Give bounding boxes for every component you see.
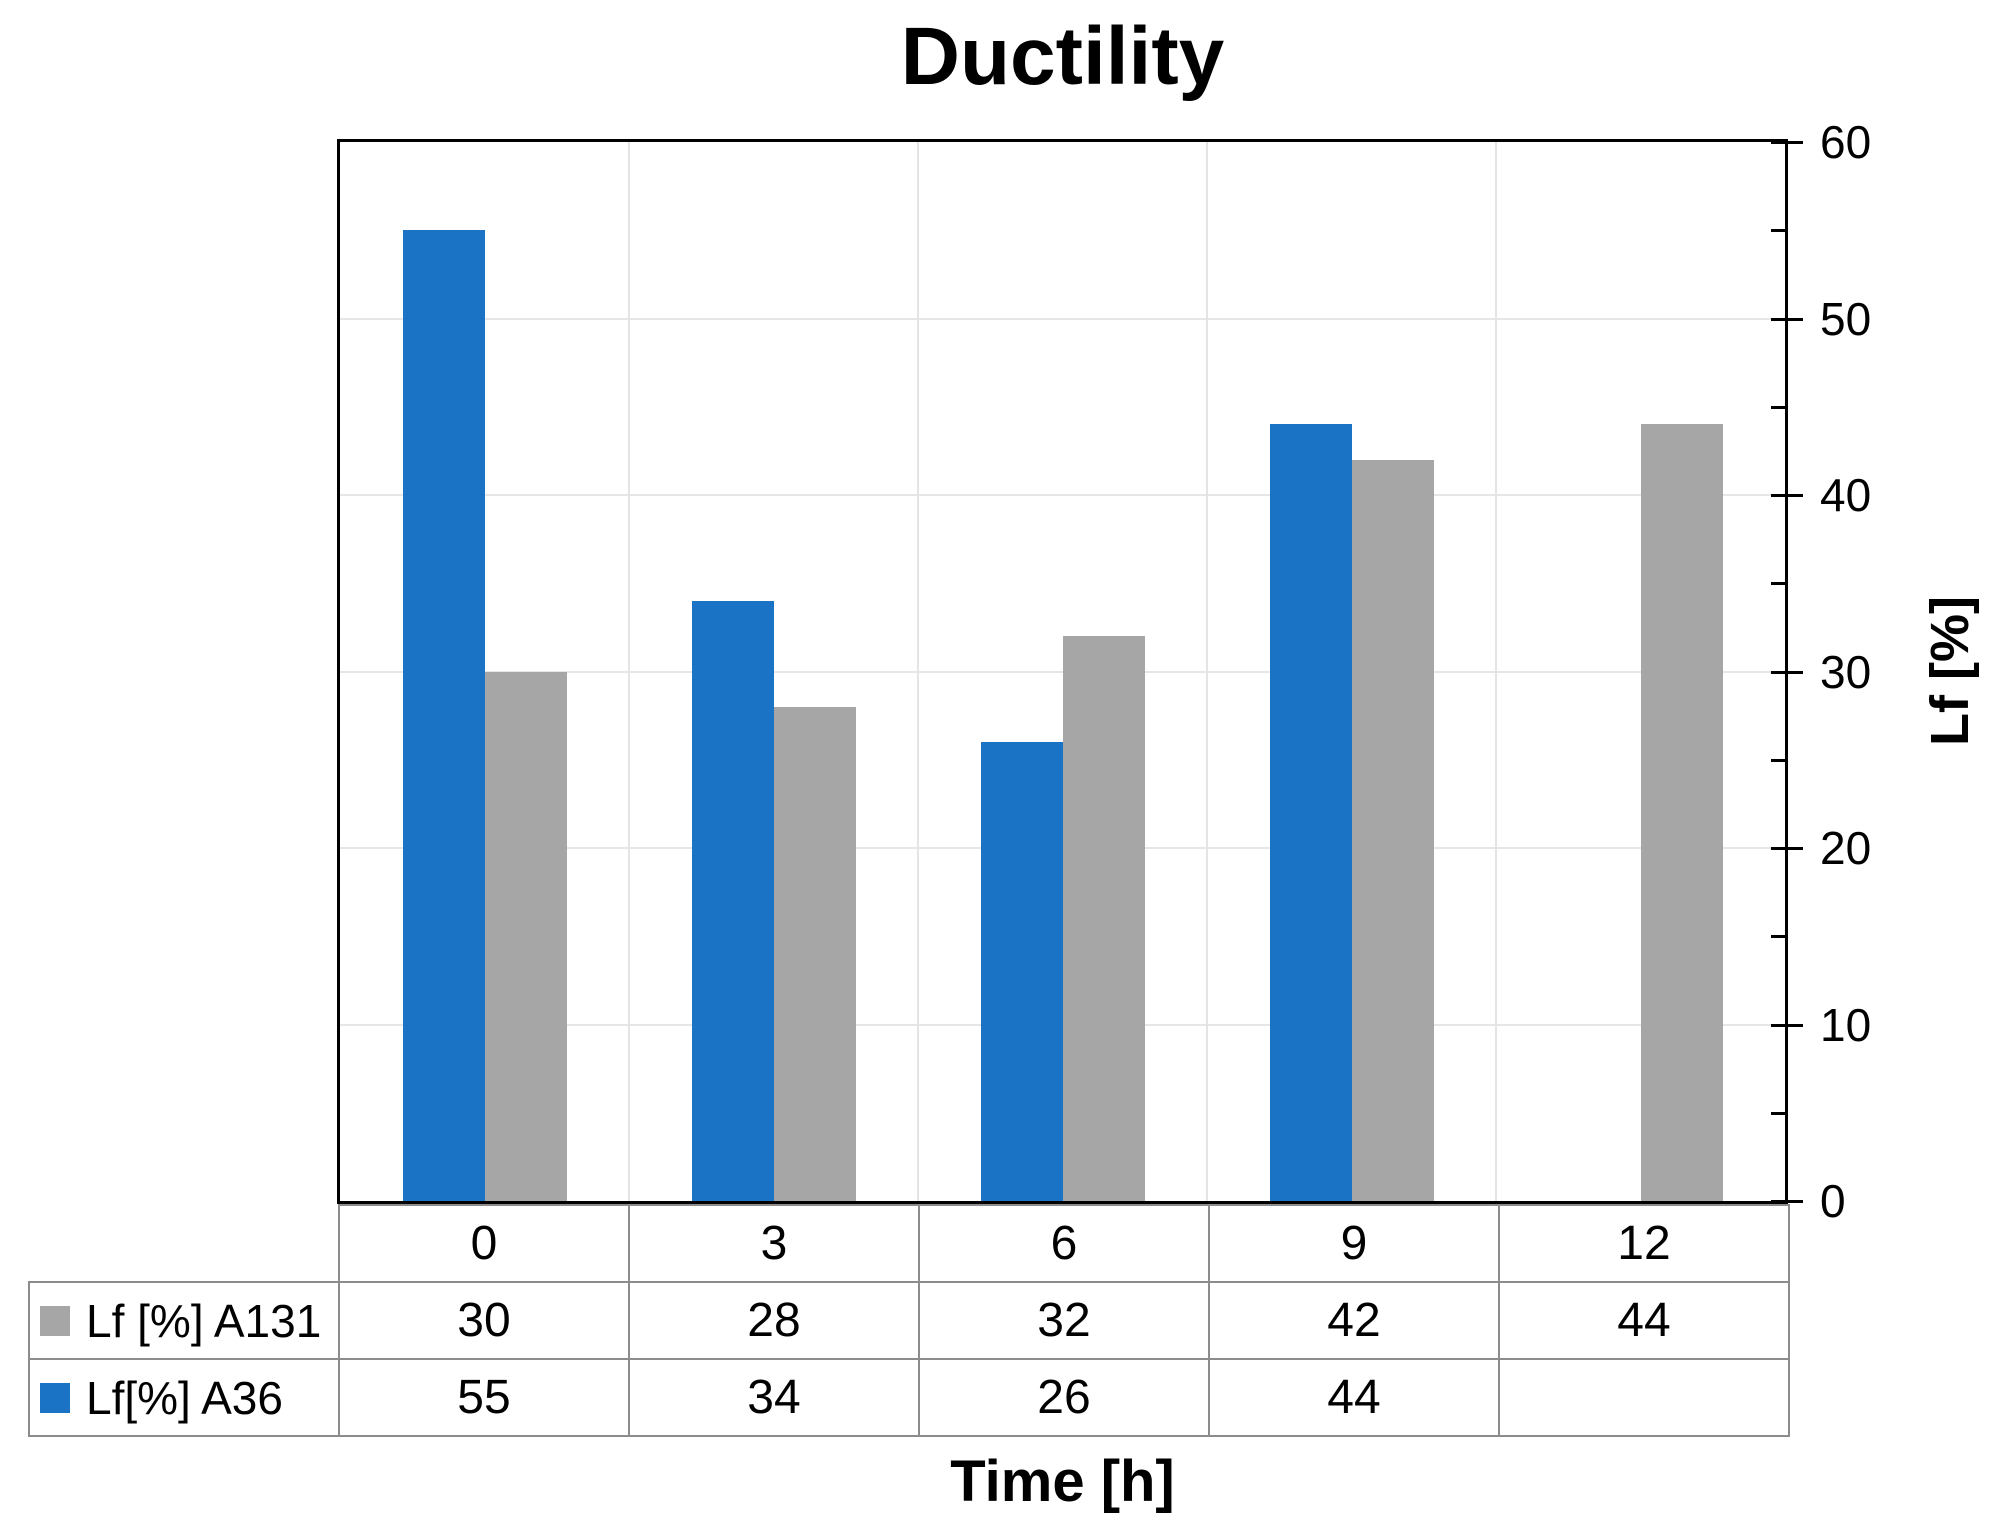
legend-swatch-icon <box>40 1382 70 1413</box>
bar-lfa131-cat0 <box>484 671 567 1201</box>
bar-lfa36-cat3 <box>691 600 774 1201</box>
legend-cell: Lf[%] A36 <box>28 1358 340 1437</box>
y-axis-tick-label: 40 <box>1820 469 1872 521</box>
y-axis-minor-tick <box>1771 758 1787 762</box>
value-cell: 28 <box>628 1281 920 1360</box>
gridline-horizontal <box>340 494 1785 496</box>
plot-area <box>337 139 1788 1204</box>
legend-series-name: Lf [%] A131 <box>86 1294 322 1347</box>
y-axis-major-tick <box>1771 1023 1803 1027</box>
value-cell: 44 <box>1208 1358 1500 1437</box>
y-axis-tick-label: 50 <box>1820 292 1872 345</box>
value-cell: 42 <box>1208 1281 1500 1360</box>
y-axis-tick-label: 30 <box>1820 645 1872 698</box>
value-cell <box>1498 1358 1790 1437</box>
chart-title: Ductility <box>900 11 1225 102</box>
y-axis-title: Lf [%] <box>1920 596 1980 746</box>
y-axis-major-tick <box>1771 847 1803 850</box>
y-axis-minor-tick <box>1771 935 1787 939</box>
y-axis-tick-label: 20 <box>1820 822 1872 874</box>
category-cell: 3 <box>628 1204 920 1283</box>
legend-entry: Lf [%] A131 <box>40 1294 337 1348</box>
bar-lfa36-cat9 <box>1269 424 1352 1201</box>
table-row-categories: 0 3 6 9 12 <box>29 1204 1790 1283</box>
gridline-vertical <box>628 142 630 1201</box>
legend-entry: Lf[%] A36 <box>40 1371 337 1425</box>
value-cell: 55 <box>338 1358 630 1437</box>
gridline-vertical <box>917 142 919 1201</box>
table-row: Lf [%] A131 30 28 32 42 44 <box>28 1281 1790 1360</box>
value-cell: 34 <box>628 1358 920 1437</box>
bar-lfa131-cat6 <box>1062 636 1145 1201</box>
gridline-horizontal <box>340 317 1785 320</box>
value-cell: 26 <box>918 1358 1210 1437</box>
table-corner-blank <box>29 1205 339 1282</box>
bar-lfa36-cat0 <box>402 230 485 1201</box>
value-cell: 44 <box>1498 1281 1790 1360</box>
bar-lfa36-cat6 <box>980 742 1063 1201</box>
y-axis-minor-tick <box>1771 229 1787 233</box>
y-axis-minor-tick <box>1771 582 1787 586</box>
y-axis-minor-tick <box>1771 405 1787 409</box>
y-axis-tick-label: 0 <box>1820 1175 1846 1227</box>
y-axis-tick-label: 60 <box>1820 116 1872 168</box>
bar-lfa131-cat12 <box>1640 424 1723 1201</box>
category-cell: 12 <box>1498 1204 1790 1283</box>
y-axis-major-tick <box>1771 1200 1803 1203</box>
category-cell: 9 <box>1208 1204 1500 1283</box>
bar-lfa131-cat9 <box>1351 459 1434 1201</box>
legend-cell: Lf [%] A131 <box>28 1281 340 1360</box>
value-cell: 30 <box>338 1281 630 1360</box>
legend-swatch-icon <box>40 1305 70 1336</box>
gridline-vertical <box>1495 142 1497 1201</box>
gridline-vertical <box>1206 142 1208 1201</box>
y-axis-tick-label: 10 <box>1820 998 1872 1051</box>
y-axis-major-tick <box>1771 141 1803 144</box>
value-cell: 32 <box>918 1281 1210 1360</box>
data-table: 0 3 6 9 12 Lf [%] A131 30 28 32 42 44 Lf[%] A36 55 34… <box>28 1204 1790 1437</box>
y-axis-major-tick <box>1771 670 1803 674</box>
category-cell: 6 <box>918 1204 1210 1283</box>
x-axis-title: Time [h] <box>950 1449 1175 1514</box>
y-axis-minor-tick <box>1771 1111 1787 1115</box>
category-cell: 0 <box>338 1204 630 1283</box>
y-axis-major-tick <box>1771 317 1803 321</box>
legend-series-name: Lf[%] A36 <box>86 1371 283 1424</box>
table-row: Lf[%] A36 55 34 26 44 <box>28 1358 1790 1437</box>
y-axis-major-tick <box>1771 494 1803 497</box>
bar-lfa131-cat3 <box>773 706 856 1201</box>
